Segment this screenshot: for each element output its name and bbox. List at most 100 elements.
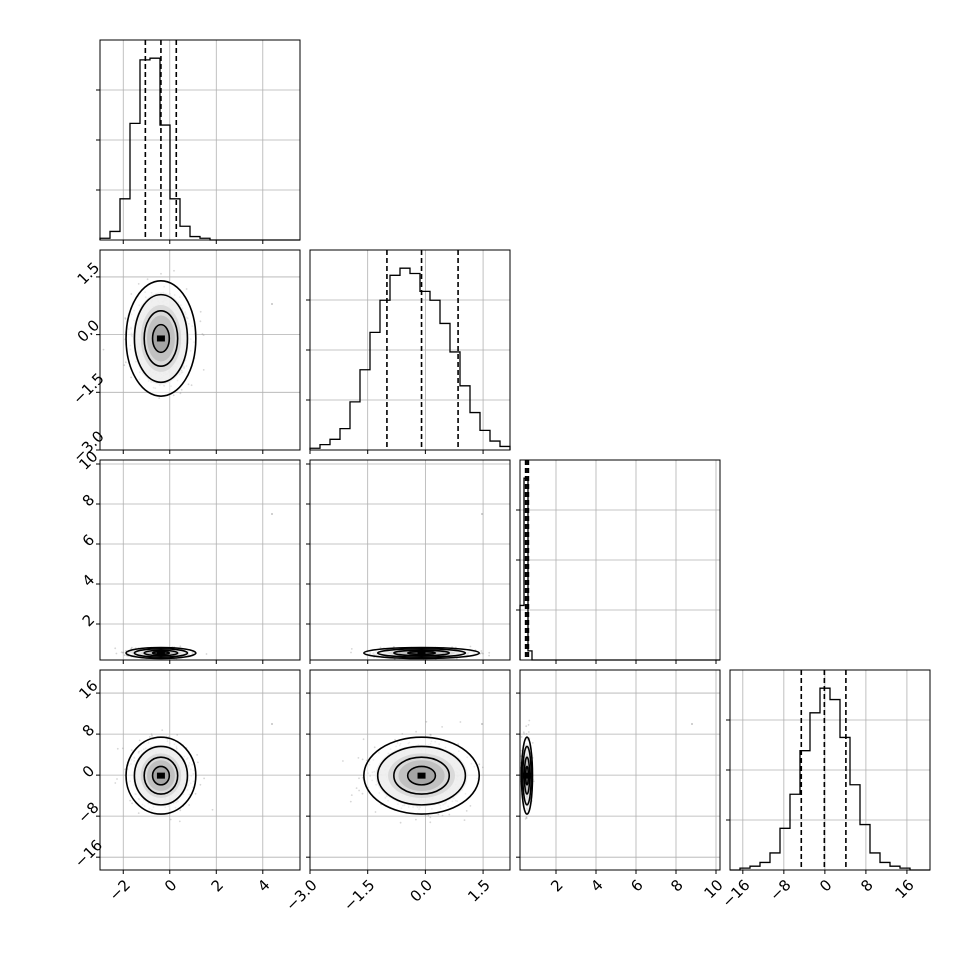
sample-point (151, 734, 153, 737)
sample-point (199, 320, 202, 323)
density-peak (417, 650, 426, 656)
sample-point (355, 787, 358, 789)
panel-frame (729, 669, 931, 871)
contour-level (133, 745, 189, 806)
sample-point (202, 334, 205, 336)
joint-panel-0-3: −2 0 2 4 −16 −8 0 8 16 (71, 669, 301, 904)
y-tick-label: 4 (79, 571, 98, 590)
sample-point (199, 310, 202, 313)
panel-frame (519, 459, 721, 661)
sample-point (130, 749, 133, 751)
histogram-panel-0 (96, 39, 301, 244)
sample-point (122, 651, 124, 654)
contour-level (406, 765, 437, 786)
x-tick-label: 6 (627, 876, 646, 895)
sample-point (179, 809, 182, 812)
sample-point (179, 645, 182, 648)
outlier-point (271, 303, 273, 305)
sample-point (350, 648, 353, 650)
sample-point (425, 720, 428, 723)
x-tick-label: 2 (208, 876, 227, 895)
density-peak (417, 772, 426, 779)
sample-point (185, 288, 188, 290)
outlier-point (271, 723, 273, 725)
sample-point (525, 733, 528, 735)
x-tick-label: 0 (816, 876, 835, 895)
sample-point (349, 800, 352, 803)
sample-point (361, 758, 364, 761)
histogram-step-line (309, 267, 511, 450)
sample-point (362, 738, 365, 741)
sample-point (350, 794, 353, 796)
sample-point (520, 736, 523, 738)
sample-point (123, 654, 126, 657)
sample-point (465, 810, 468, 812)
sample-point (114, 782, 117, 784)
sample-point (523, 733, 525, 735)
sample-point (160, 272, 162, 275)
sample-point (532, 780, 535, 783)
outlier-point (271, 513, 273, 515)
sample-point (528, 719, 531, 722)
sample-point (130, 376, 133, 379)
sample-point (202, 369, 205, 371)
sample-point (525, 816, 528, 819)
contour-level (376, 745, 467, 806)
y-tick-label: −16 (71, 836, 106, 871)
sample-point (429, 733, 432, 736)
sample-point (158, 397, 161, 399)
histogram-step-line (730, 687, 930, 871)
panel-frame (99, 39, 301, 241)
joint-panel-2-3: 2 4 6 8 10 (516, 669, 727, 902)
sample-point (430, 734, 432, 736)
x-tick-label: 8 (667, 876, 686, 895)
panel-frame (519, 669, 721, 871)
sample-point (102, 348, 105, 351)
contour-level (376, 648, 467, 658)
x-tick-label: 1.5 (464, 876, 494, 906)
joint-plot-area (520, 719, 693, 820)
x-tick-label: 0.0 (407, 876, 437, 906)
joint-plot-area (342, 720, 484, 824)
sample-point (448, 813, 451, 816)
x-tick-label: −3.0 (282, 876, 320, 914)
sample-point (482, 652, 484, 655)
sample-point (531, 742, 534, 744)
sample-point (441, 726, 443, 728)
sample-point (441, 814, 444, 817)
sample-point (172, 394, 175, 397)
panel-frame (309, 459, 511, 661)
y-tick-label: 8 (79, 721, 98, 740)
sample-point (415, 730, 417, 733)
y-tick-label: 6 (79, 531, 98, 550)
sample-point (114, 647, 117, 650)
sample-point (178, 820, 181, 823)
x-tick-label: 0 (161, 876, 180, 895)
joint-plot-area (350, 513, 491, 660)
density-peak (156, 650, 165, 656)
joint-panel-0-1: −3.0−1.50.01.5 (69, 247, 301, 466)
density-peak (156, 335, 165, 342)
outlier-point (481, 723, 483, 725)
sample-point (469, 645, 472, 648)
sample-point (153, 247, 155, 249)
sample-point (394, 738, 396, 741)
panel-frame (99, 669, 301, 871)
sample-point (124, 361, 127, 364)
sample-point (527, 731, 530, 733)
contour-level (393, 756, 451, 795)
sample-point (342, 760, 344, 762)
x-tick-label: −1.5 (340, 876, 378, 914)
histogram-panel-1 (306, 249, 511, 454)
sample-point (437, 813, 440, 816)
sample-point (199, 783, 202, 786)
sample-point (138, 739, 141, 742)
sample-point (187, 383, 190, 386)
y-tick-label: 0.0 (74, 316, 104, 346)
sample-point (488, 651, 491, 654)
sample-point (137, 283, 140, 285)
sample-point (116, 747, 119, 750)
sample-point (481, 766, 484, 769)
